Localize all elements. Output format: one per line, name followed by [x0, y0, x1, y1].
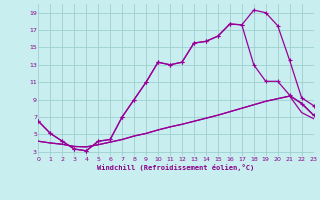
X-axis label: Windchill (Refroidissement éolien,°C): Windchill (Refroidissement éolien,°C) [97, 164, 255, 171]
